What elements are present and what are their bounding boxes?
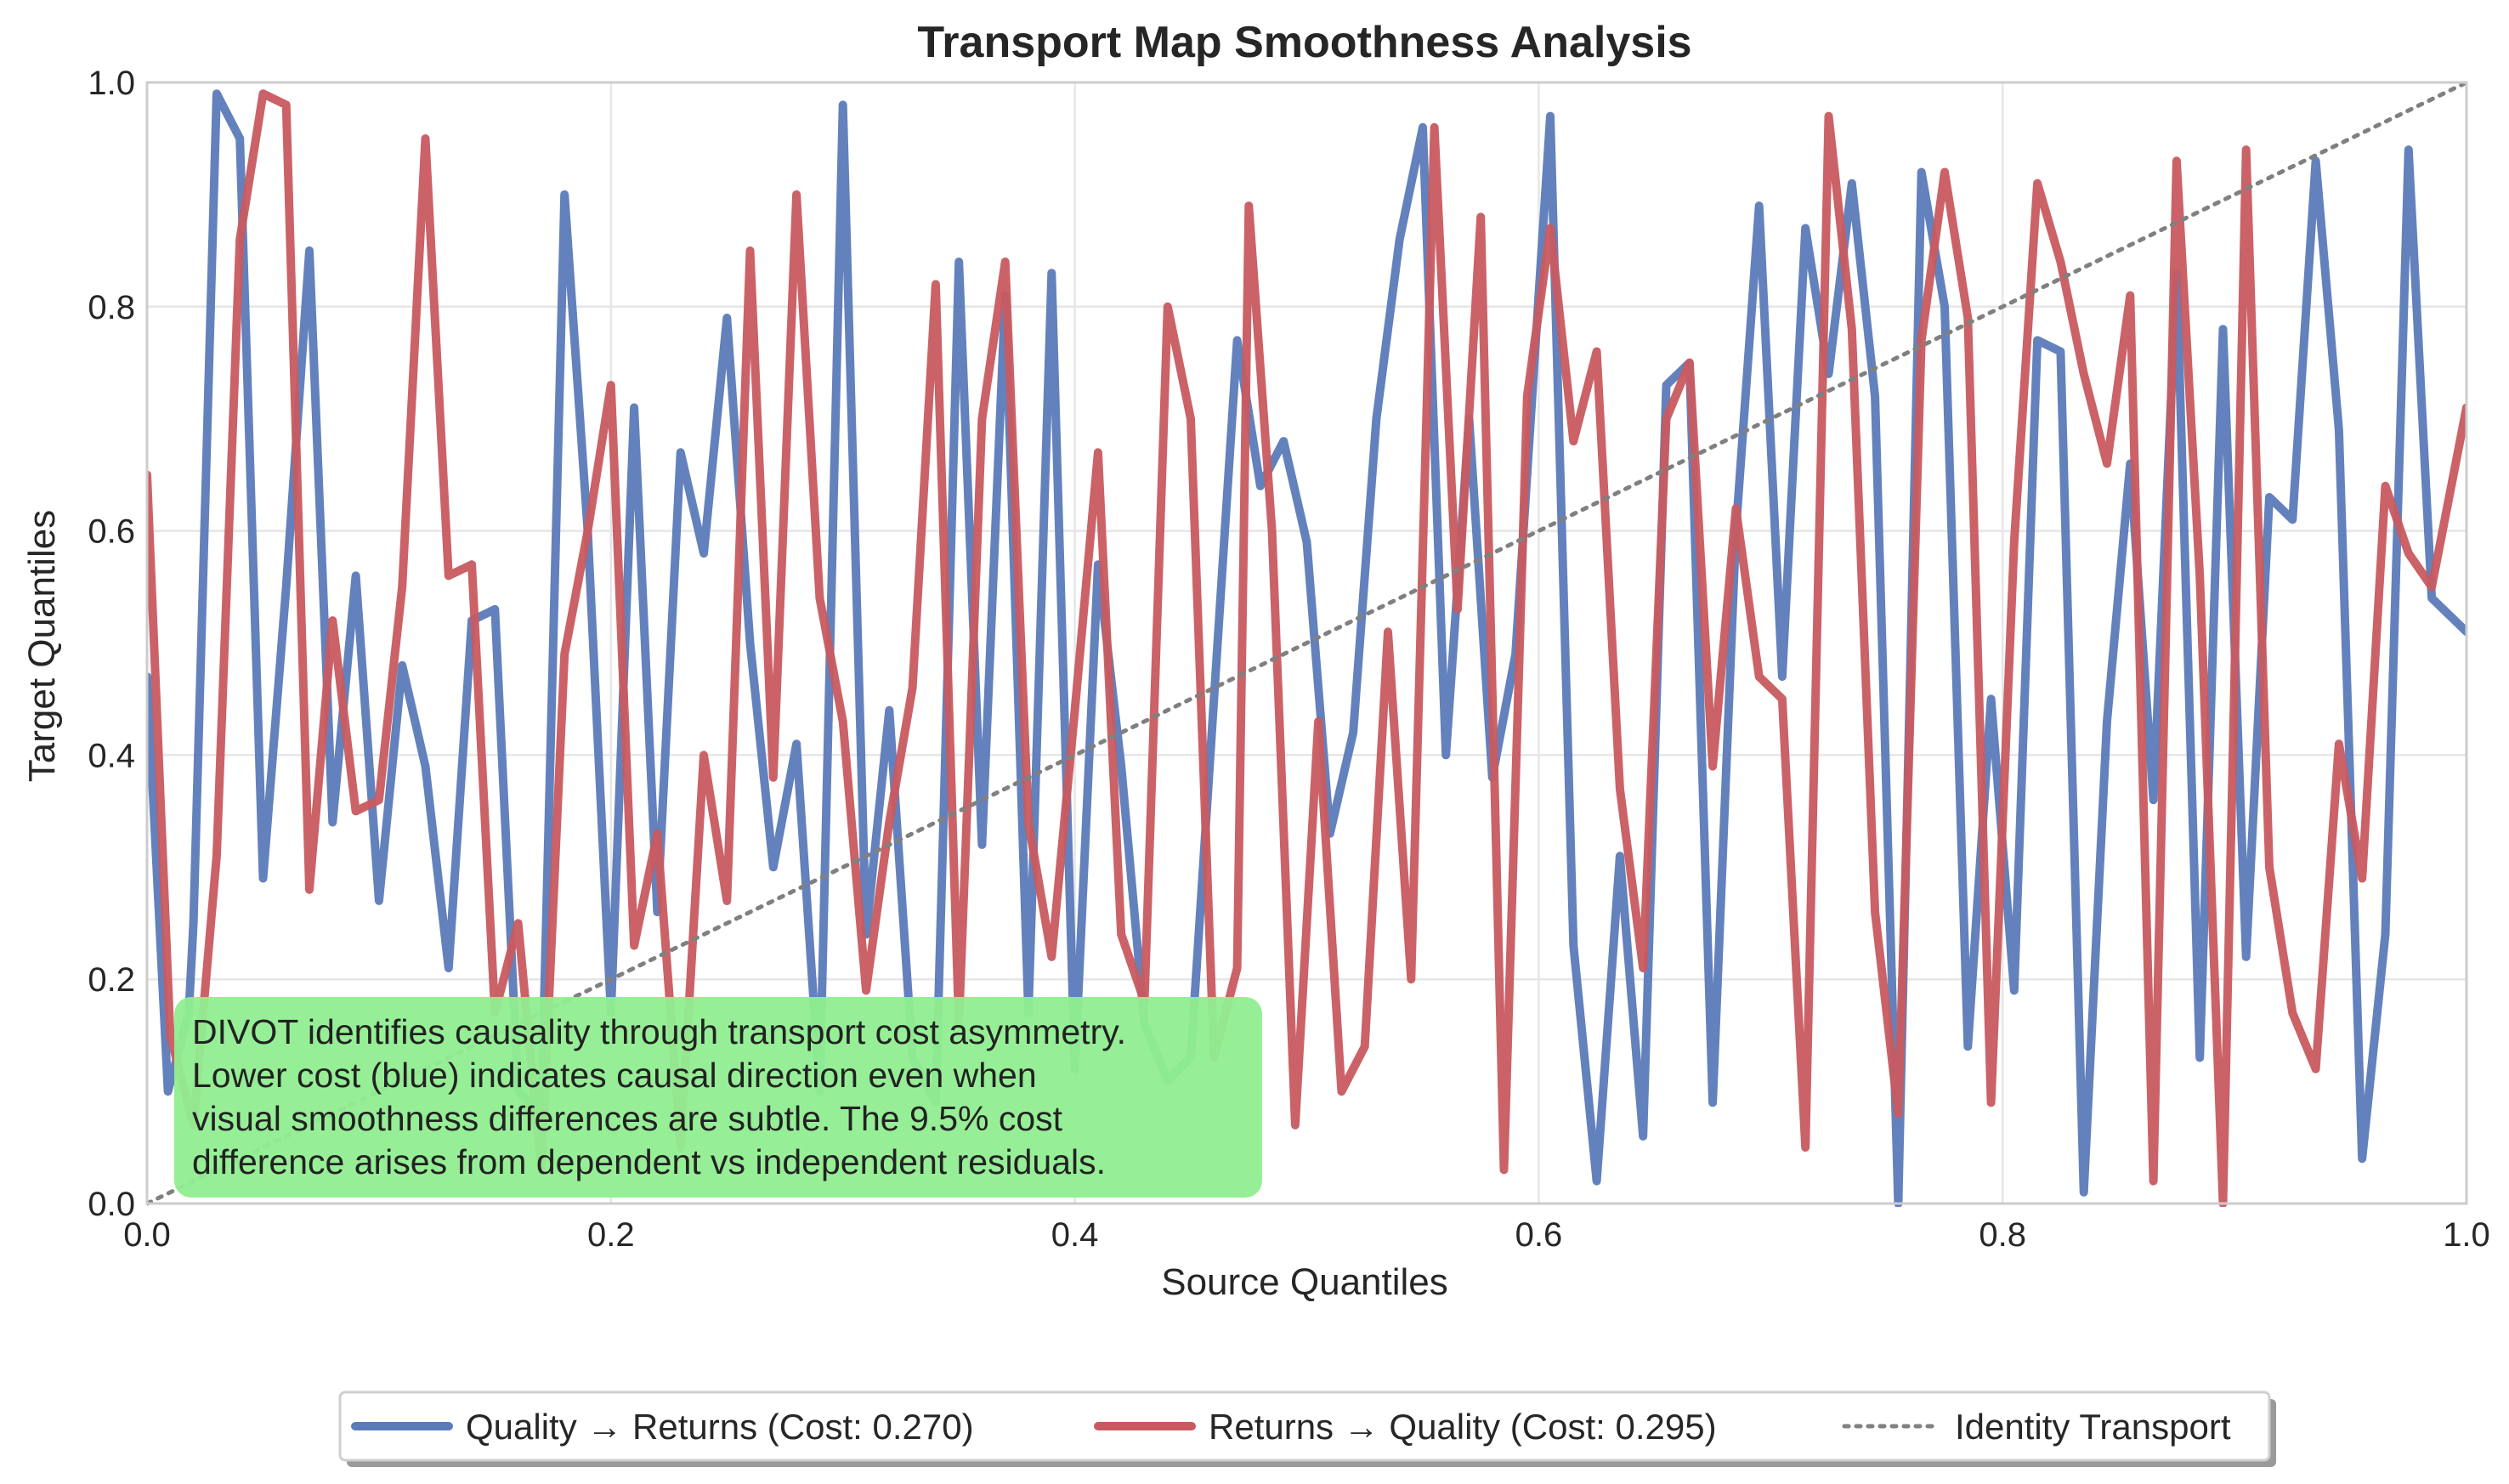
y-tick-label: 0.0 (88, 1186, 135, 1223)
plot-border (145, 81, 2468, 1205)
x-tick-label: 0.2 (587, 1216, 635, 1254)
legend-label-2: Identity Transport (1955, 1407, 2231, 1447)
x-tick-label: 0.4 (1051, 1216, 1099, 1254)
annotation-line: visual smoothness differences are subtle… (192, 1099, 1063, 1138)
x-tick-label: 1.0 (2443, 1216, 2490, 1254)
annotation-line: Lower cost (blue) indicates causal direc… (192, 1056, 1037, 1095)
annotation-box: DIVOT identifies causality through trans… (174, 997, 1262, 1198)
y-tick-label: 0.2 (88, 961, 135, 999)
y-tick-label: 0.6 (88, 513, 135, 551)
y-tick-label: 1.0 (88, 65, 135, 102)
annotation-line: difference arises from dependent vs inde… (192, 1142, 1106, 1181)
annotation-background (174, 997, 1262, 1198)
x-tick-label: 0.6 (1515, 1216, 1563, 1254)
series-line-0 (147, 89, 2467, 1207)
x-axis-label: Source Quantiles (1161, 1261, 1448, 1303)
y-tick-label: 0.4 (88, 737, 135, 774)
x-tick-label: 0.0 (123, 1216, 171, 1254)
tick-labels: 0.0 0.2 0.4 0.6 0.8 1.0 0.0 0.2 0.4 0.6 0.8 1.0 (88, 65, 2489, 1254)
y-axis-label: Target Quantiles (21, 510, 63, 782)
annotation-line: DIVOT identifies causality through trans… (192, 1012, 1126, 1051)
chart-title: Transport Map Smoothness Analysis (917, 18, 1691, 67)
legend-label-1: Returns → Quality (Cost: 0.295) (1209, 1407, 1717, 1447)
y-tick-label: 0.8 (88, 289, 135, 326)
legend: Quality → Returns (Cost: 0.270) Returns →… (338, 1391, 2276, 1467)
plot-frame (145, 81, 2468, 1205)
x-tick-label: 0.8 (1979, 1216, 2026, 1254)
legend-label-0: Quality → Returns (Cost: 0.270) (466, 1407, 974, 1447)
legend-frame (338, 1391, 2271, 1462)
